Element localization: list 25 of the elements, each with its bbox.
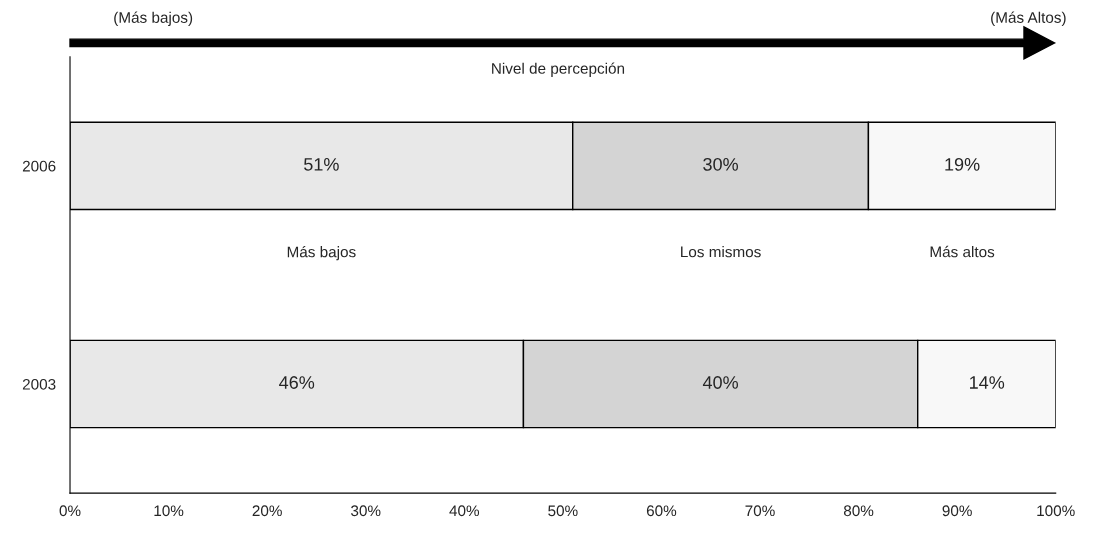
data-label: 46%	[279, 376, 315, 389]
x-tick-label: 20%	[252, 505, 282, 517]
x-tick-label: 50%	[548, 505, 578, 517]
data-label: 40%	[702, 376, 738, 389]
x-tick-label: 30%	[351, 505, 381, 517]
text: Más bajos	[287, 245, 356, 261]
x-tick-label: 0%	[59, 505, 81, 517]
y-tick-label: 2006	[22, 160, 56, 172]
x-tick-label: 40%	[449, 505, 480, 517]
x-tick-label: 60%	[646, 505, 677, 517]
data-label: 30%	[703, 157, 738, 171]
data-label: 19%	[945, 157, 980, 171]
data-label: 14%	[970, 376, 1005, 389]
x-tick-label: 80%	[843, 505, 874, 517]
x-tick-label: 10%	[154, 505, 184, 517]
x-tick-label: 90%	[942, 505, 972, 517]
data-label: 51%	[304, 158, 339, 171]
x-tick-label: 100%	[1037, 505, 1075, 517]
text: (Más bajos)	[114, 11, 193, 26]
text: Más altos	[930, 245, 995, 258]
text: (Más Altos)	[991, 11, 1066, 26]
annotation: Nivel de percepción	[492, 62, 625, 77]
y-tick-label: 2003	[22, 378, 56, 390]
x-tick-label: 70%	[745, 505, 775, 517]
text: Los mismos	[681, 246, 761, 258]
